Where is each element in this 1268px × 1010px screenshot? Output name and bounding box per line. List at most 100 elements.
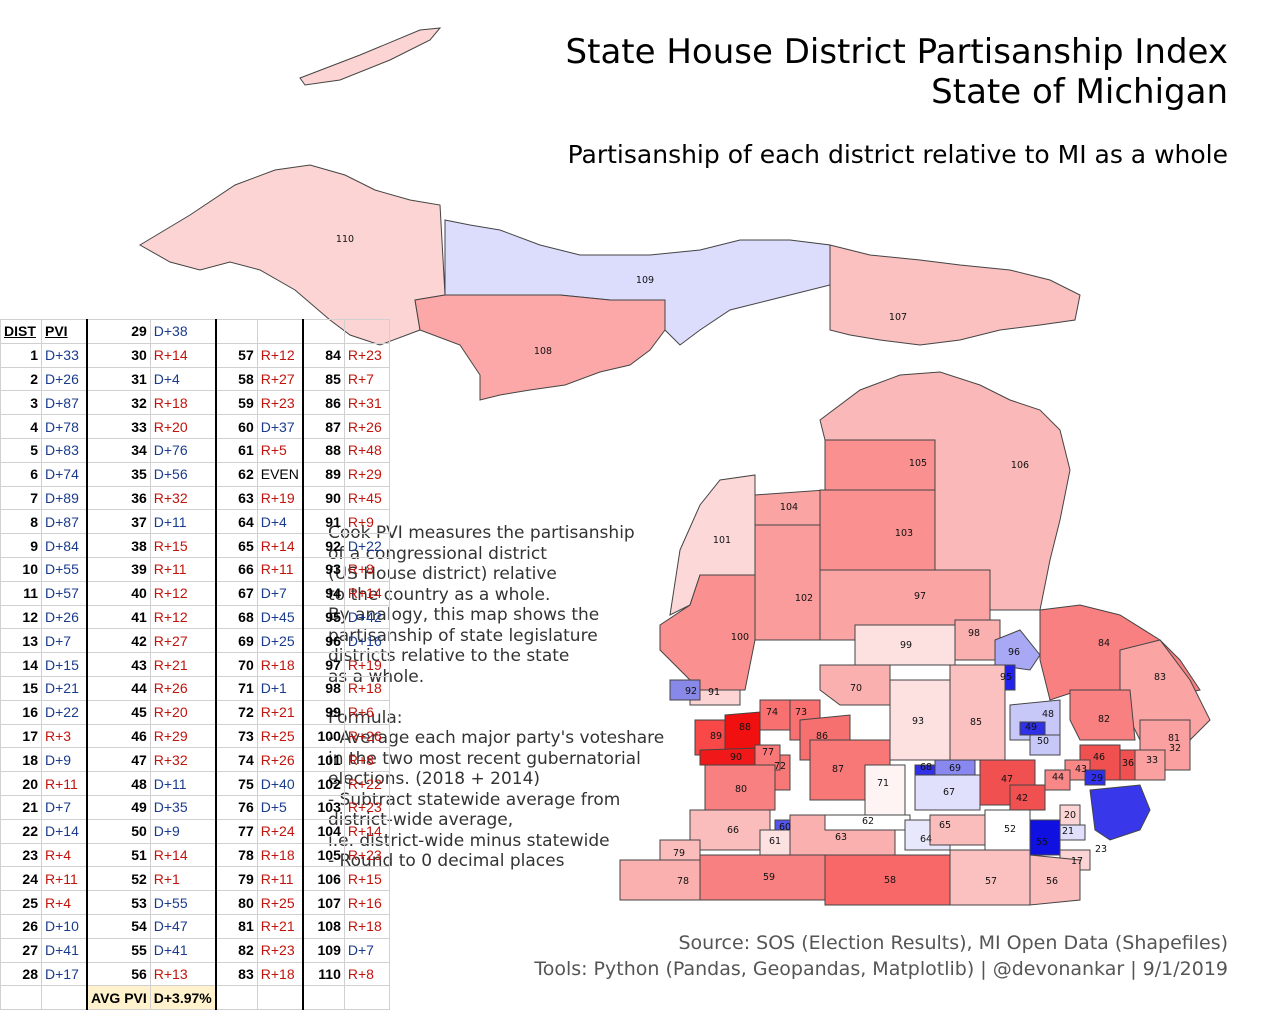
- svg-text:92: 92: [685, 686, 697, 697]
- district-pvi: R+8: [343, 747, 390, 773]
- district-pvi: R+20: [149, 414, 217, 439]
- district-number: 83: [214, 961, 258, 987]
- district-number: 23: [0, 842, 42, 868]
- district-pvi: R+14: [149, 842, 217, 868]
- district-number: 93: [301, 556, 345, 582]
- svg-text:48: 48: [1042, 709, 1054, 720]
- district-107: [829, 244, 1081, 346]
- table-row: 27 D+41 55 D+41 82 R+23 109 D+7: [0, 937, 390, 963]
- district-number: 66: [214, 556, 258, 582]
- district-number: 51: [85, 842, 151, 868]
- table-row: 8 D+87 37 D+11 64 D+4 91 R+9: [0, 509, 390, 535]
- district-number: 67: [214, 580, 258, 606]
- district-pvi: R+1: [149, 866, 217, 892]
- district-pvi: R+6: [343, 699, 390, 725]
- district-98: [954, 619, 1001, 661]
- district-pvi: R+19: [256, 485, 304, 511]
- district-detroit-metro: [1089, 784, 1151, 841]
- district-number: 49: [85, 794, 151, 820]
- district-number: 9: [0, 533, 42, 558]
- district-pvi: R+26: [343, 414, 390, 439]
- district-number: 20: [0, 771, 42, 796]
- district-number: 70: [214, 652, 258, 677]
- title-line-2: State of Michigan: [931, 72, 1228, 112]
- district-number: 7: [0, 485, 42, 511]
- district-pvi: D+56: [149, 461, 217, 487]
- district-pvi: R+21: [256, 913, 304, 939]
- table-row: 16 D+22 45 R+20 72 R+21 99 R+6: [0, 699, 390, 725]
- district-pvi: R+23: [343, 842, 390, 868]
- district-number: 3: [0, 390, 42, 416]
- svg-text:78: 78: [677, 876, 689, 887]
- svg-text:79: 79: [673, 848, 685, 859]
- district-pvi: R+23: [343, 342, 390, 368]
- district-pvi: R+3: [41, 723, 88, 749]
- svg-text:89: 89: [710, 731, 722, 742]
- district-pvi: D+7: [41, 628, 88, 654]
- district-number: 47: [85, 747, 151, 773]
- svg-text:23: 23: [1095, 844, 1107, 855]
- district-96: [994, 629, 1041, 671]
- district-number: 16: [0, 699, 42, 725]
- empty-cell: [343, 319, 390, 344]
- table-row: 23 R+4 51 R+14 78 R+18 105 R+23: [0, 842, 390, 868]
- district-pvi: D+1: [256, 675, 304, 701]
- district-pvi: R+4: [41, 842, 88, 868]
- district-pvi: R+29: [149, 723, 217, 749]
- district-number: 34: [85, 437, 151, 463]
- district-85: [949, 664, 1006, 761]
- district-number: 18: [0, 747, 42, 773]
- district-pvi: R+23: [343, 794, 390, 820]
- district-number: 5: [0, 437, 42, 463]
- district-50: [1029, 734, 1061, 756]
- table-row: 18 D+9 47 R+32 74 R+26 101 R+8: [0, 747, 390, 773]
- district-pvi: R+18: [256, 961, 304, 987]
- district-pvi: R+14: [256, 533, 304, 558]
- district-number: 78: [214, 842, 258, 868]
- district-pvi: R+18: [256, 842, 304, 868]
- svg-text:77: 77: [762, 747, 774, 758]
- district-pvi: R+23: [256, 937, 304, 963]
- district-103: [819, 489, 936, 571]
- district-pvi: R+11: [256, 866, 304, 892]
- svg-text:57: 57: [985, 876, 997, 887]
- district-pvi: D+47: [149, 913, 217, 939]
- district-number: 65: [214, 533, 258, 558]
- district-102: [754, 524, 821, 641]
- district-number: 60: [214, 414, 258, 439]
- svg-text:43: 43: [1075, 764, 1087, 775]
- svg-text:83: 83: [1154, 672, 1166, 683]
- table-row: 15 D+21 44 R+26 71 D+1 98 R+18: [0, 675, 390, 701]
- district-29: [1084, 769, 1106, 786]
- svg-text:85: 85: [970, 717, 982, 728]
- district-pvi: R+12: [149, 604, 217, 630]
- district-number: 33: [85, 414, 151, 439]
- district-number: 27: [0, 937, 42, 963]
- district-pvi: R+4: [41, 890, 88, 915]
- district-number: 80: [214, 890, 258, 915]
- district-number: 45: [85, 699, 151, 725]
- district-pvi: R+13: [149, 961, 217, 987]
- table-row: 20 R+11 48 D+11 75 D+40 102 R+22: [0, 771, 390, 796]
- district-pvi: D+21: [41, 675, 88, 701]
- district-pvi: R+16: [343, 890, 390, 915]
- district-number: 57: [214, 342, 258, 368]
- district-number: 79: [214, 866, 258, 892]
- district-pvi: D+22: [343, 533, 390, 558]
- district-number: 106: [301, 866, 345, 892]
- district-number: 64: [214, 509, 258, 535]
- svg-text:50: 50: [1037, 736, 1049, 747]
- district-pvi: D+17: [41, 961, 88, 987]
- district-pvi: R+22: [343, 771, 390, 796]
- table-row: 13 D+7 42 R+27 69 D+25 96 D+16: [0, 628, 390, 654]
- svg-text:95: 95: [1000, 672, 1012, 683]
- district-pvi: D+87: [41, 509, 88, 535]
- district-82: [1069, 689, 1136, 741]
- district-number: 61: [214, 437, 258, 463]
- district-pvi: D+11: [149, 509, 217, 535]
- district-number: 88: [301, 437, 345, 463]
- district-pvi: D+74: [41, 461, 88, 487]
- district-pvi: R+14: [343, 818, 390, 844]
- district-pvi: R+7: [343, 366, 390, 392]
- table-row: 24 R+11 52 R+1 79 R+11 106 R+15: [0, 866, 390, 892]
